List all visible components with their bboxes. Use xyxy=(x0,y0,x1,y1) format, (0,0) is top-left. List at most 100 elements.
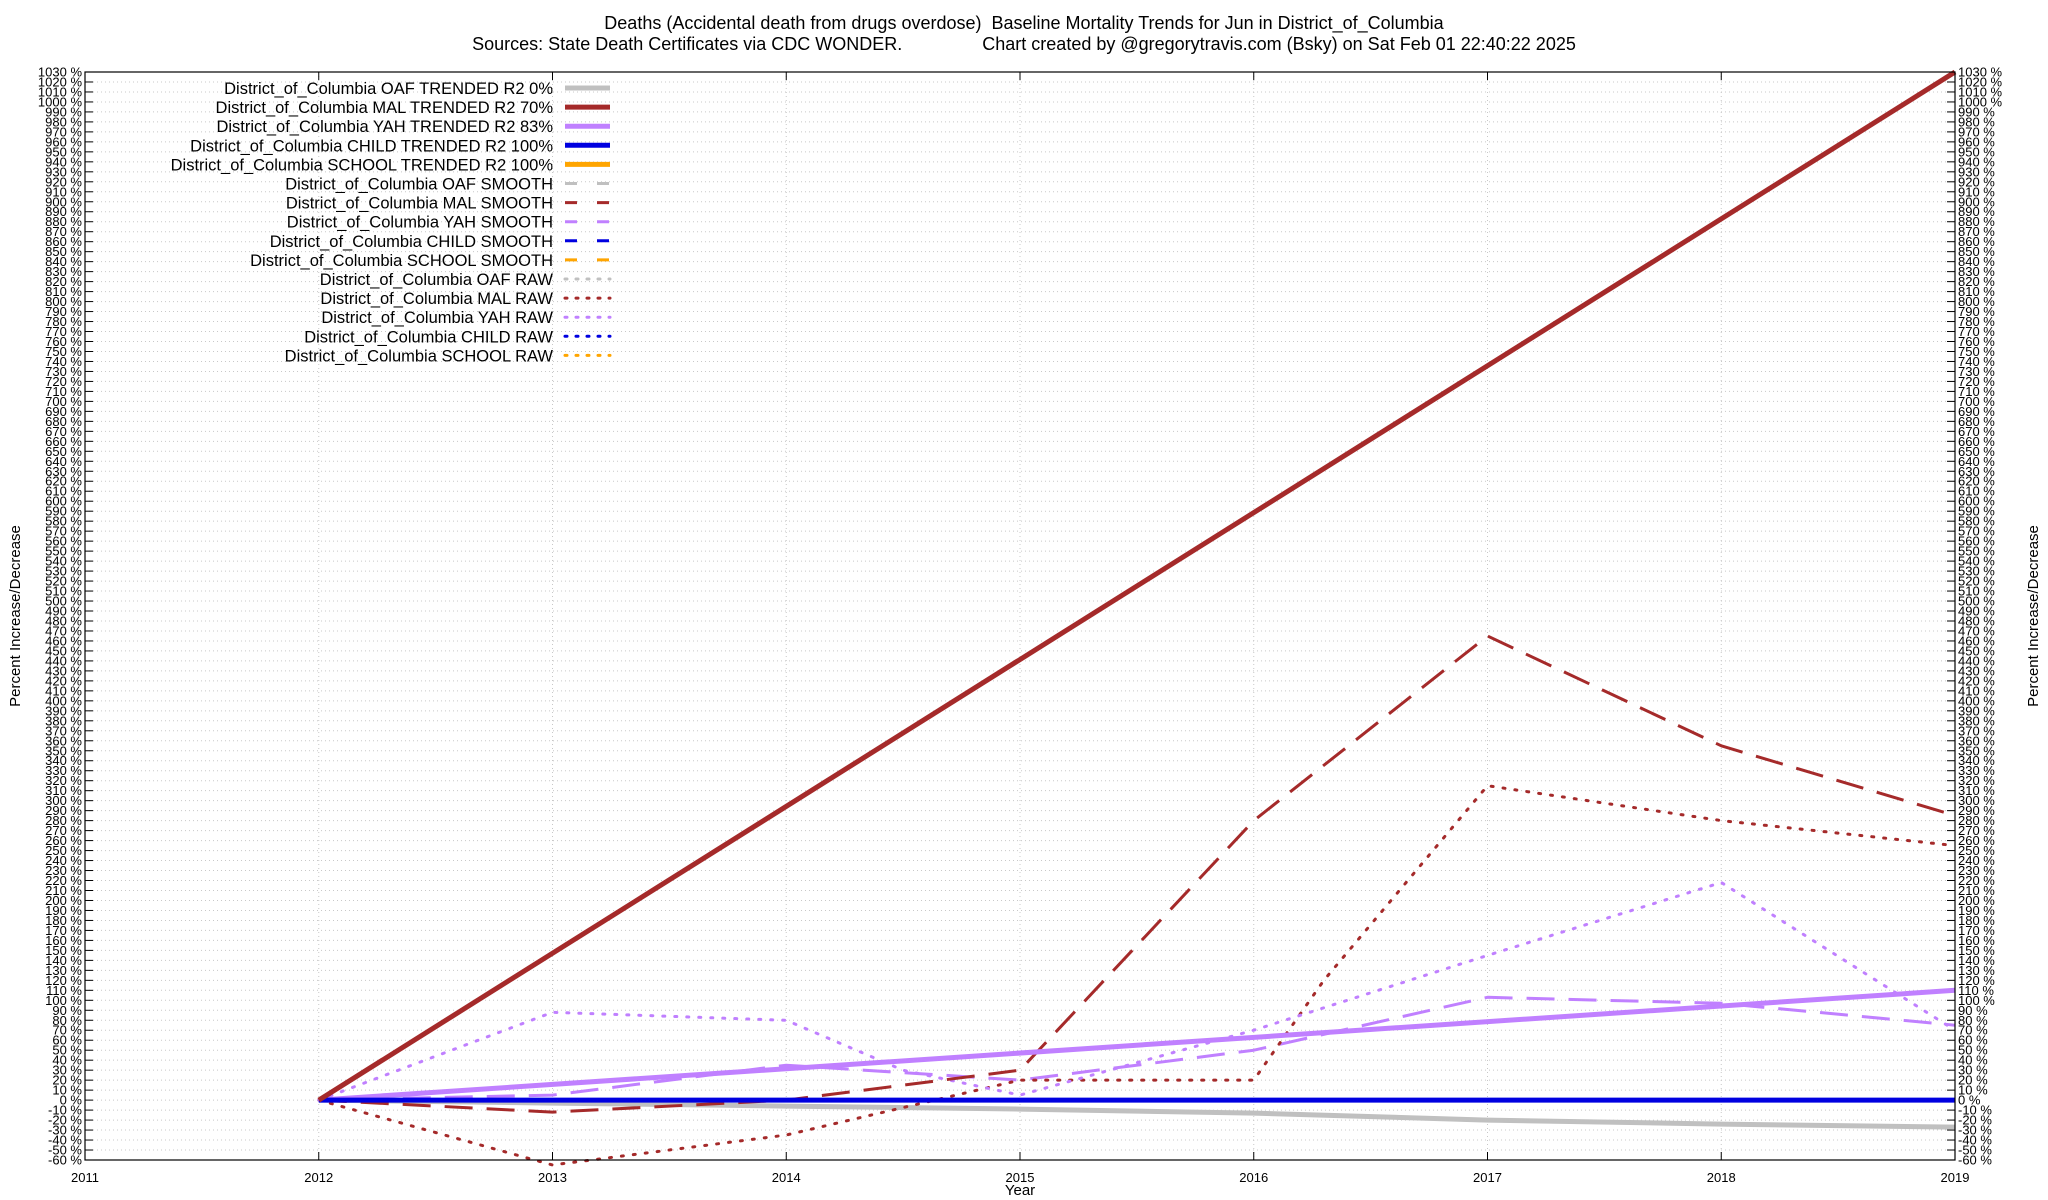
y-tick-label-right: 350 % xyxy=(1958,743,1995,758)
y-tick-label-left: -10 % xyxy=(48,1103,82,1118)
y-tick-label-left: 300 % xyxy=(45,793,82,808)
x-axis-ticks: 2011 2012 2013 2014 2015 2016 2017 2018 2019 xyxy=(71,1170,1969,1185)
y-tick-label-left: 880 % xyxy=(45,214,82,229)
y-tick-label-left: 400 % xyxy=(45,693,82,708)
y-tick-label-right: 420 % xyxy=(1958,673,1995,688)
y-tick-label-left: 80 % xyxy=(52,1013,82,1028)
y-tick-label-right: 700 % xyxy=(1958,394,1995,409)
y-tick-label-left: 230 % xyxy=(45,863,82,878)
y-tick-label-right: 560 % xyxy=(1958,534,1995,549)
y-tick-label-left: 420 % xyxy=(45,673,82,688)
y-tick-label-left: 970 % xyxy=(45,124,82,139)
y-axis-title-right: Percent Increase/Decrease xyxy=(2025,525,2042,707)
y-tick-label-right: 680 % xyxy=(1958,414,1995,429)
y-tick-label-left: 370 % xyxy=(45,723,82,738)
y-tick-label-left: 890 % xyxy=(45,204,82,219)
y-tick-label-right: 850 % xyxy=(1958,244,1995,259)
legend-label: District_of_Columbia MAL TRENDED R2 70% xyxy=(216,99,554,117)
y-tick-label-left: -20 % xyxy=(48,1113,82,1128)
y-tick-label-right: 620 % xyxy=(1958,474,1995,489)
x-tick-label: 2015 xyxy=(1006,1170,1035,1185)
y-tick-label-left: 350 % xyxy=(45,743,82,758)
y-tick-label-right: 990 % xyxy=(1958,104,1995,119)
y-tick-label-right: 660 % xyxy=(1958,434,1995,449)
x-tick-label: 2011 xyxy=(71,1170,99,1185)
y-tick-label-left: 740 % xyxy=(45,354,82,369)
y-tick-label-left: 360 % xyxy=(45,733,82,748)
y-tick-label-right: 980 % xyxy=(1958,114,1995,129)
y-tick-label-left: 40 % xyxy=(52,1053,82,1068)
y-tick-label-right: 470 % xyxy=(1958,623,1995,638)
y-tick-label-left: 200 % xyxy=(45,893,82,908)
x-tick-label: 2013 xyxy=(538,1170,567,1185)
y-tick-label-left: -60 % xyxy=(48,1153,82,1168)
y-tick-label-left: 780 % xyxy=(45,314,82,329)
y-tick-label-right: -40 % xyxy=(1958,1133,1992,1148)
y-tick-label-left: 690 % xyxy=(45,404,82,419)
y-tick-label-right: 610 % xyxy=(1958,484,1995,499)
legend-label: District_of_Columbia YAH SMOOTH xyxy=(287,214,553,232)
y-tick-label-left: 60 % xyxy=(52,1033,82,1048)
y-tick-label-left: 280 % xyxy=(45,813,82,828)
legend-label: District_of_Columbia CHILD SMOOTH xyxy=(270,233,553,251)
y-tick-label-left: 260 % xyxy=(45,833,82,848)
legend-label: District_of_Columbia MAL SMOOTH xyxy=(286,195,553,213)
y-tick-label-right: 40 % xyxy=(1958,1053,1988,1068)
y-tick-label-right: 150 % xyxy=(1958,943,1995,958)
y-tick-label-right: 800 % xyxy=(1958,294,1995,309)
legend: District_of_Columbia OAF TRENDED R2 0%Di… xyxy=(171,80,612,365)
y-tick-label-left: 0 % xyxy=(60,1093,83,1108)
y-tick-label-left: 270 % xyxy=(45,823,82,838)
x-tick-label: 2016 xyxy=(1239,1170,1268,1185)
y-tick-label-right: 60 % xyxy=(1958,1033,1988,1048)
y-tick-label-right: 320 % xyxy=(1958,773,1995,788)
y-tick-label-right: 280 % xyxy=(1958,813,1995,828)
y-tick-label-right: 960 % xyxy=(1958,134,1995,149)
y-tick-label-left: 950 % xyxy=(45,144,82,159)
y-tick-label-right: 250 % xyxy=(1958,843,1995,858)
y-tick-label-right: 10 % xyxy=(1958,1083,1988,1098)
y-tick-label-right: 140 % xyxy=(1958,953,1995,968)
y-tick-label-left: 840 % xyxy=(45,254,82,269)
y-tick-label-left: 390 % xyxy=(45,703,82,718)
x-tick-label: 2017 xyxy=(1473,1170,1502,1185)
x-tick-label: 2014 xyxy=(772,1170,801,1185)
legend-label: District_of_Columbia SCHOOL RAW xyxy=(285,347,554,365)
legend-label: District_of_Columbia OAF RAW xyxy=(320,271,554,289)
plot-frame xyxy=(84,71,1956,1161)
y-tick-label-left: 660 % xyxy=(45,434,82,449)
y-tick-label-right: 330 % xyxy=(1958,763,1995,778)
y-tick-label-left: 630 % xyxy=(45,464,82,479)
legend-label: District_of_Columbia MAL RAW xyxy=(320,290,553,308)
y-tick-label-right: -10 % xyxy=(1958,1103,1992,1118)
y-tick-label-right: 160 % xyxy=(1958,933,1995,948)
y-tick-label-left: 10 % xyxy=(52,1083,82,1098)
y-tick-label-left: 540 % xyxy=(45,554,82,569)
y-tick-label-left: 530 % xyxy=(45,564,82,579)
legend-label: District_of_Columbia SCHOOL SMOOTH xyxy=(250,252,553,270)
y-tick-label-right: 340 % xyxy=(1958,753,1995,768)
y-tick-label-left: -40 % xyxy=(48,1133,82,1148)
y-tick-label-left: 330 % xyxy=(45,763,82,778)
y-tick-label-left: 810 % xyxy=(45,284,82,299)
y-tick-label-right: 720 % xyxy=(1958,374,1995,389)
y-tick-label-right: 520 % xyxy=(1958,574,1995,589)
y-tick-label-right: 530 % xyxy=(1958,564,1995,579)
y-tick-label-right: 690 % xyxy=(1958,404,1995,419)
y-tick-label-left: 720 % xyxy=(45,374,82,389)
y-tick-label-left: 410 % xyxy=(45,683,82,698)
y-tick-label-right: 0 % xyxy=(1958,1093,1981,1108)
y-axis-title-left: Percent Increase/Decrease xyxy=(7,525,24,707)
y-tick-label-right: 170 % xyxy=(1958,923,1995,938)
y-tick-label-left: 380 % xyxy=(45,713,82,728)
y-tick-label-right: 360 % xyxy=(1958,733,1995,748)
y-tick-label-left: 50 % xyxy=(52,1043,82,1058)
y-tick-label-right: 600 % xyxy=(1958,494,1995,509)
y-tick-label-right: 770 % xyxy=(1958,324,1995,339)
y-tick-label-right: 110 % xyxy=(1958,983,1994,998)
y-tick-label-right: 1030 % xyxy=(1958,65,2003,80)
y-tick-label-left: 90 % xyxy=(52,1003,82,1018)
chart-title: Deaths (Accidental death from drugs over… xyxy=(604,13,1444,33)
y-tick-label-right: 310 % xyxy=(1958,783,1995,798)
y-tick-label-right: 120 % xyxy=(1958,973,1995,988)
